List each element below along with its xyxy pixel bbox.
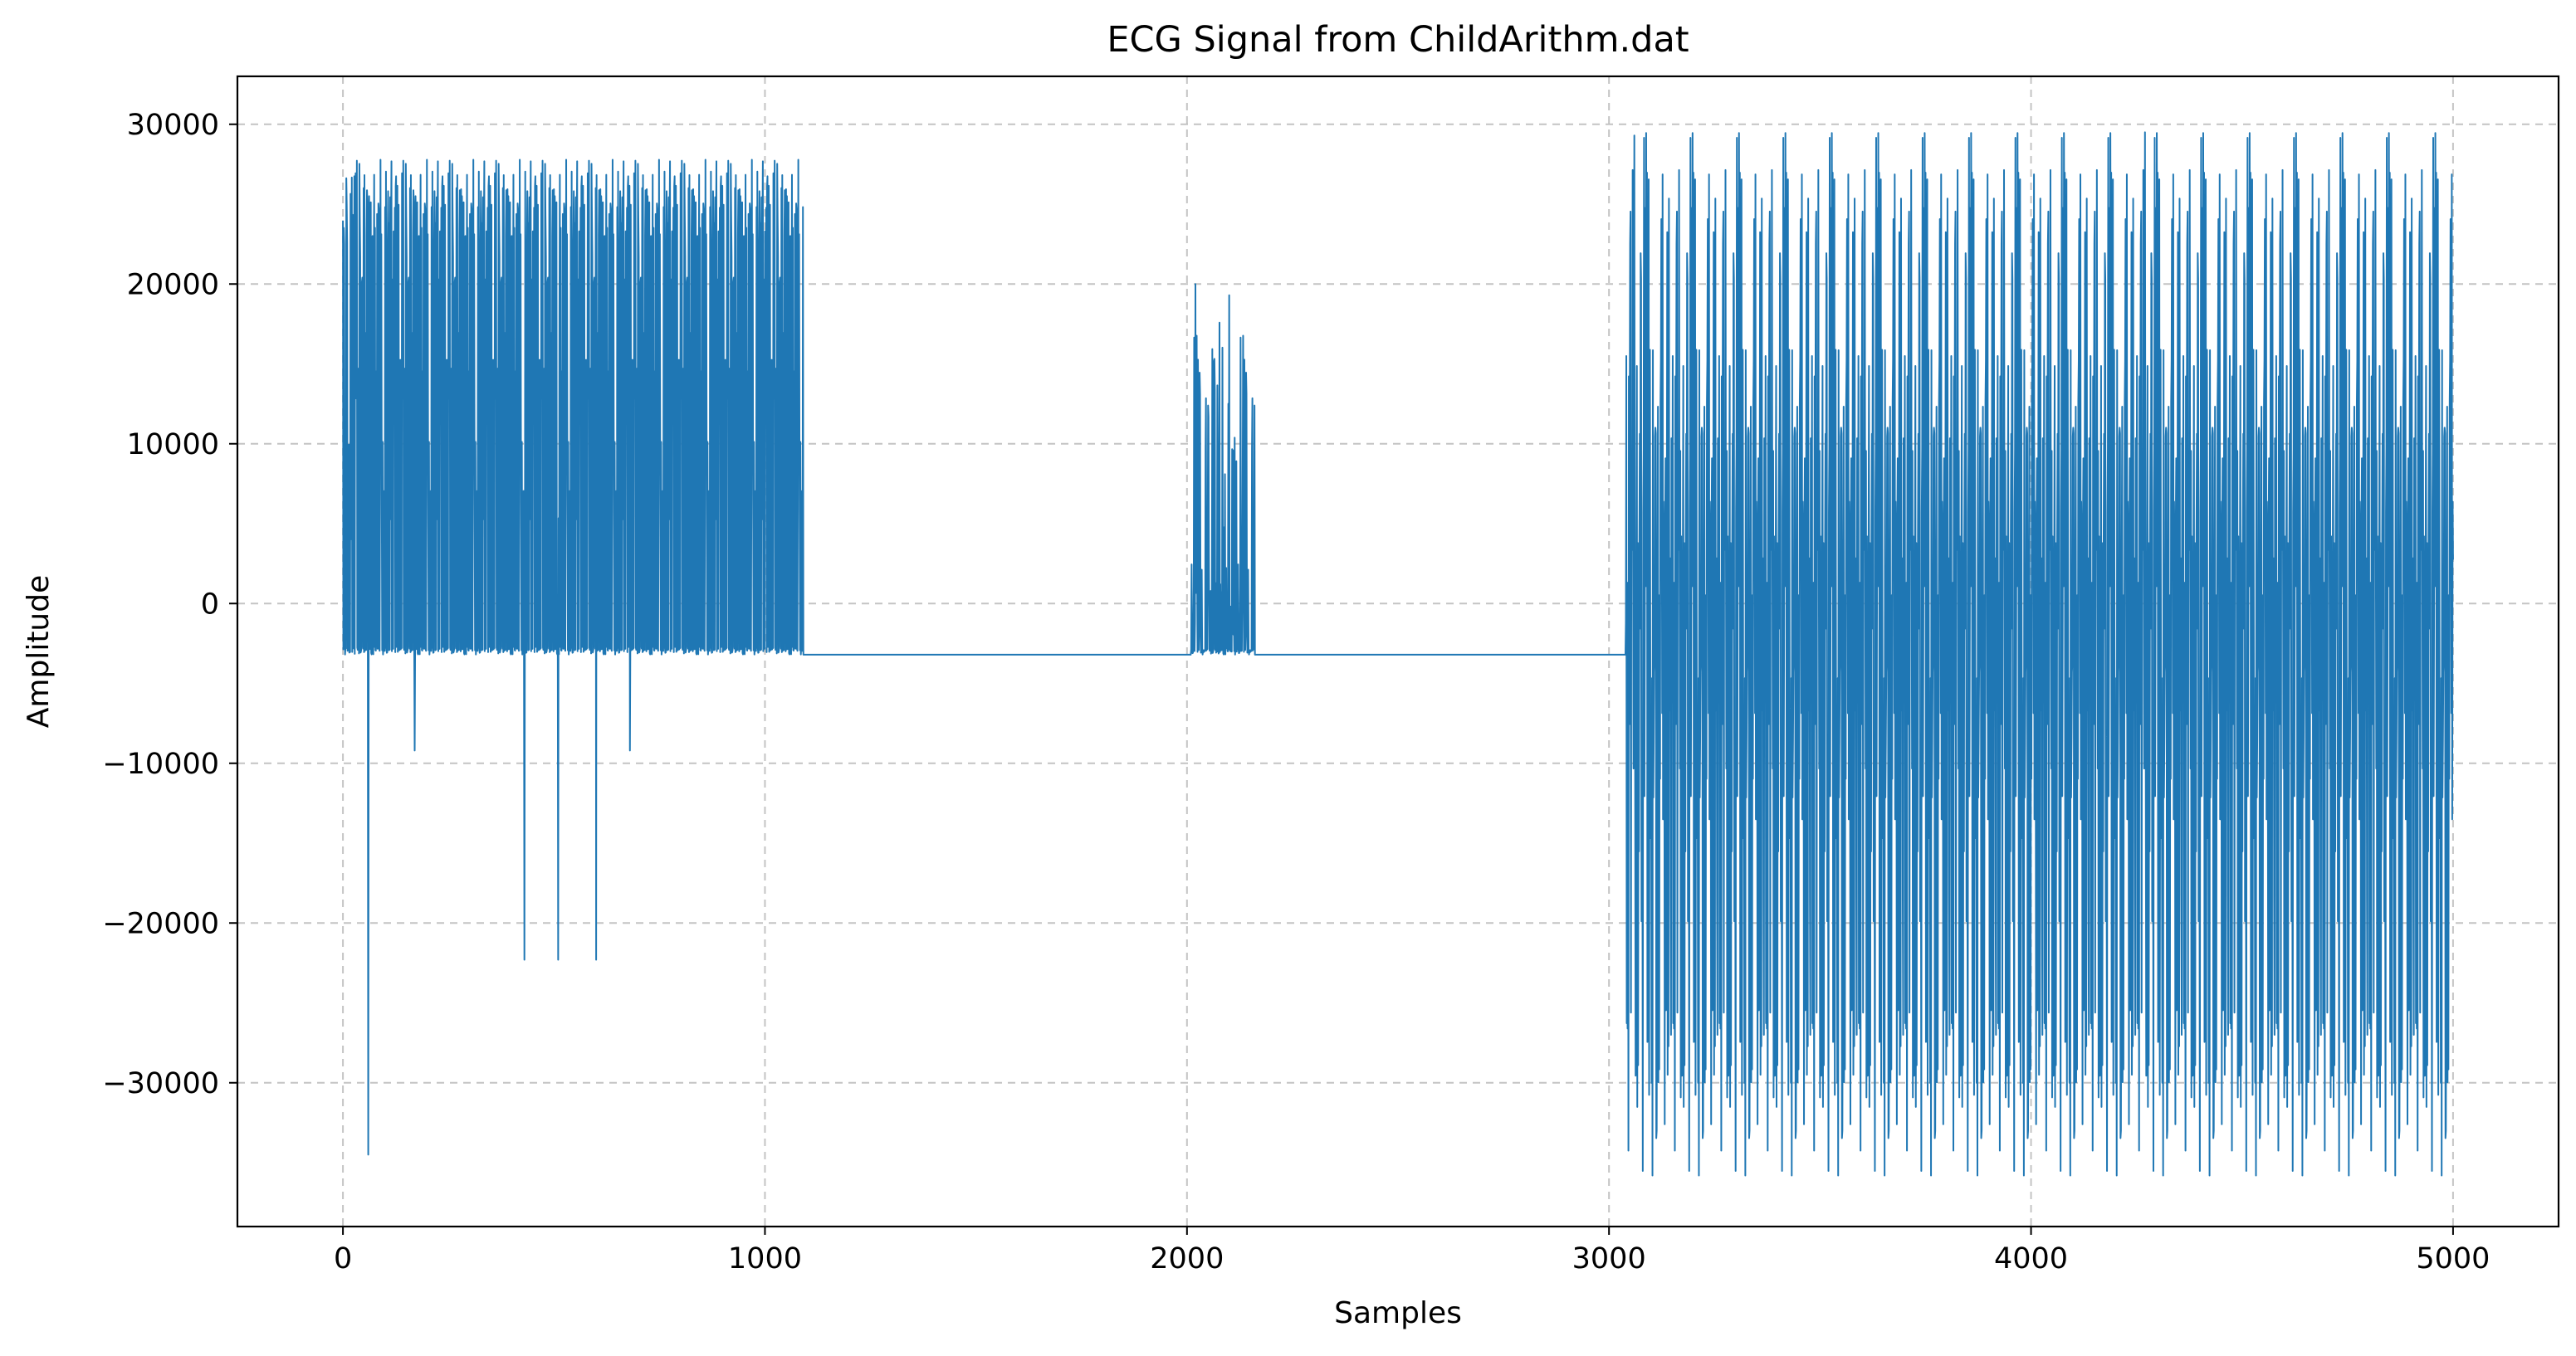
axis-ticks: 0 1000 2000 3000 4000 5000 −30000 −20000 −10000 0… xyxy=(102,109,2490,1276)
x-tick-label: 5000 xyxy=(2416,1242,2490,1276)
y-tick-label: −20000 xyxy=(102,907,219,940)
y-tick-label: −30000 xyxy=(102,1067,219,1100)
chart-title: ECG Signal from ChildArithm.dat xyxy=(1107,19,1689,61)
x-tick-label: 0 xyxy=(334,1242,352,1276)
x-tick-label: 3000 xyxy=(1572,1242,1646,1276)
x-axis-label: Samples xyxy=(1334,1296,1462,1330)
y-tick-label: 0 xyxy=(201,588,219,621)
y-tick-label: 30000 xyxy=(127,109,219,142)
y-tick-label: −10000 xyxy=(102,748,219,781)
plot-area xyxy=(342,131,2454,1177)
x-tick-label: 2000 xyxy=(1150,1242,1224,1276)
x-tick-label: 1000 xyxy=(728,1242,802,1276)
y-tick-label: 20000 xyxy=(127,268,219,301)
axes-frame xyxy=(236,75,2560,1228)
ecg-signal-line xyxy=(342,131,2454,1177)
y-tick-label: 10000 xyxy=(127,428,219,461)
x-tick-label: 4000 xyxy=(1994,1242,2068,1276)
y-axis-label: Amplitude xyxy=(22,575,56,728)
